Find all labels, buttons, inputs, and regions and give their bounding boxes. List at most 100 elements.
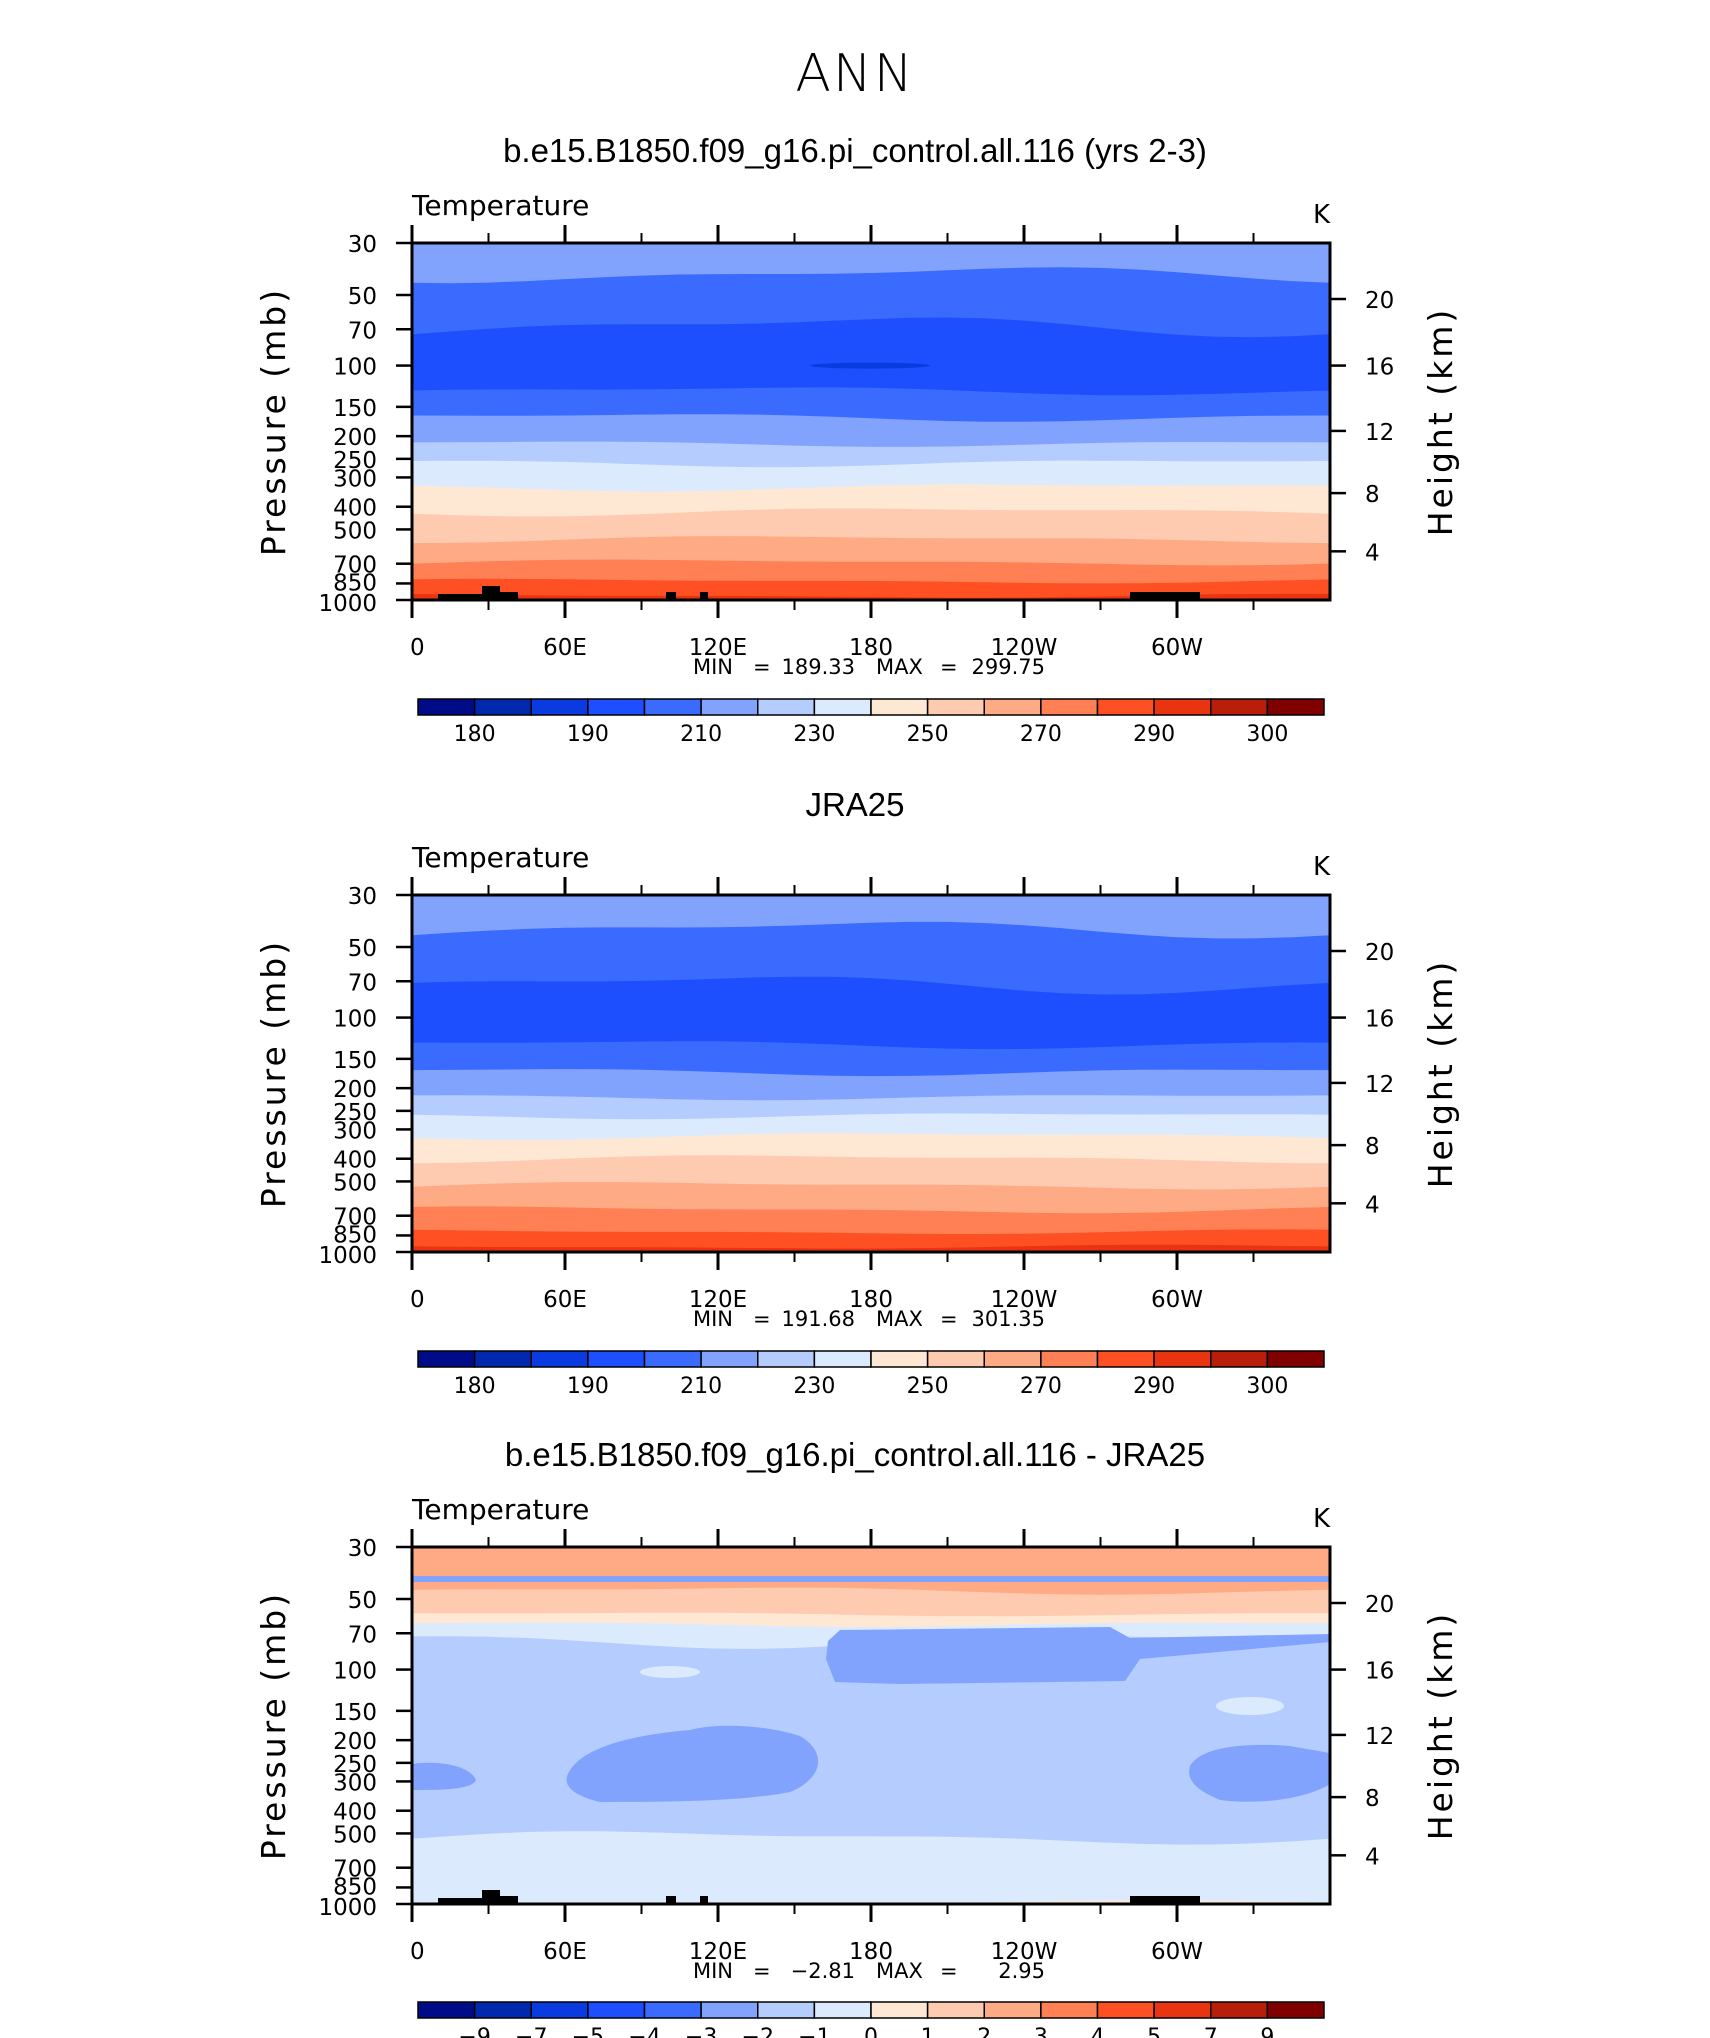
- colorbar-swatch: [983, 2001, 1042, 2019]
- variable-label: Temperature: [411, 1493, 589, 1526]
- colorbar-swatch: [473, 2001, 532, 2019]
- panel-1-title: b.e15.B1850.f09_g16.pi_control.all.116 (…: [503, 132, 1207, 169]
- contour-band: [412, 593, 1330, 600]
- units-label: K: [1313, 1504, 1331, 1534]
- colorbar-swatch: [587, 698, 646, 716]
- colorbar-swatch: [757, 1350, 816, 1368]
- colorbar-swatch: [700, 2001, 759, 2019]
- y2-tick-label: 8: [1365, 1134, 1380, 1160]
- stat-max-equals: =: [940, 1307, 958, 1331]
- y-tick-label: 250: [333, 1100, 377, 1126]
- stat-min-label: MIN: [693, 1307, 733, 1331]
- topography: [500, 592, 518, 600]
- contour-patch: [640, 1666, 700, 1678]
- y-tick-label: 250: [333, 448, 377, 474]
- stat-max-value: 2.95: [998, 1959, 1045, 1983]
- y-tick-label: 30: [348, 232, 377, 258]
- colorbar-swatch: [700, 698, 759, 716]
- y-tick-label: 150: [333, 396, 377, 422]
- colorbar-swatch: [757, 698, 816, 716]
- y-tick-label: 100: [333, 1007, 377, 1033]
- stat-min-equals: =: [753, 1307, 771, 1331]
- y-tick-label: 500: [333, 1170, 377, 1196]
- colorbar-swatch: [813, 1350, 872, 1368]
- colorbar-label: 300: [1246, 1374, 1288, 1399]
- y-tick-label: 700: [333, 1857, 377, 1883]
- colorbar-swatch: [926, 1350, 985, 1368]
- colorbar-swatch: [813, 2001, 872, 2019]
- colorbar-swatch: [643, 698, 702, 716]
- y-tick-label: 300: [333, 1770, 377, 1796]
- y-tick-label: 700: [333, 1205, 377, 1231]
- colorbar-swatch: [473, 1350, 532, 1368]
- x-tick-label: 120E: [689, 635, 747, 661]
- stat-min-value: −2.81: [791, 1959, 855, 1983]
- y-tick-label: 1000: [318, 591, 377, 617]
- y-tick-label: 500: [333, 1822, 377, 1848]
- stat-min-label: MIN: [693, 1959, 733, 1983]
- colorbar-swatch: [1266, 2001, 1325, 2019]
- colorbar-label: 190: [567, 722, 609, 747]
- y-tick-label: 850: [333, 1222, 377, 1248]
- y2-tick-label: 4: [1365, 1844, 1380, 1870]
- stat-min-value: 191.68: [782, 1307, 855, 1331]
- colorbar-swatch: [1153, 698, 1212, 716]
- colorbar-label: 2: [977, 2025, 991, 2038]
- stat-max-label: MAX: [876, 655, 923, 679]
- y2-tick-label: 12: [1365, 420, 1394, 446]
- y-tick-label: 850: [333, 570, 377, 596]
- colorbar-label: −7: [515, 2025, 547, 2038]
- colorbar-swatch: [1096, 1350, 1155, 1368]
- x-tick-label: 60E: [543, 1939, 587, 1965]
- y2-axis-label: Height (km): [1421, 1611, 1460, 1841]
- y-tick-label: 500: [333, 518, 377, 544]
- y2-tick-label: 8: [1365, 1786, 1380, 1812]
- topography: [666, 592, 676, 600]
- stat-min-equals: =: [753, 1959, 771, 1983]
- units-label: K: [1313, 852, 1331, 882]
- topography: [700, 592, 708, 600]
- contour-patch: [1216, 1697, 1284, 1715]
- topography: [666, 1896, 676, 1904]
- variable-label: Temperature: [411, 189, 589, 222]
- contour-blob: [412, 1762, 476, 1790]
- colorbar-swatch: [813, 698, 872, 716]
- colorbar-swatch: [417, 698, 476, 716]
- colorbar-label: 7: [1204, 2025, 1218, 2038]
- colorbar-label: 290: [1133, 722, 1175, 747]
- y-tick-label: 200: [333, 1077, 377, 1103]
- colorbar-swatch: [1210, 698, 1269, 716]
- colorbar-swatch: [643, 1350, 702, 1368]
- colorbar-swatch: [1040, 2001, 1099, 2019]
- contour-band: [412, 1244, 1330, 1252]
- y-tick-label: 1000: [318, 1243, 377, 1269]
- colorbar-label: 270: [1020, 722, 1062, 747]
- colorbar-swatch: [417, 2001, 476, 2019]
- colorbar-label: 5: [1147, 2025, 1161, 2038]
- y-tick-label: 200: [333, 425, 377, 451]
- colorbar-label: 9: [1260, 2025, 1274, 2038]
- contour-blob: [566, 1725, 819, 1802]
- colorbar-swatch: [1153, 2001, 1212, 2019]
- x-tick-label: 60W: [1151, 1939, 1203, 1965]
- contour-blob: [1189, 1744, 1330, 1802]
- y-tick-label: 70: [348, 318, 377, 344]
- panel-3-chart: 0 60E 120E 180 120W 60W3050701001502002503004…: [254, 1493, 1460, 2038]
- x-tick-label: 120E: [689, 1287, 747, 1313]
- x-tick-label: 60E: [543, 1287, 587, 1313]
- y-tick-label: 100: [333, 355, 377, 381]
- contour-strip: [412, 1576, 1330, 1582]
- contour-field: [412, 895, 1330, 1252]
- y2-tick-label: 16: [1365, 1007, 1394, 1033]
- y2-tick-label: 16: [1365, 355, 1394, 381]
- x-tick-label: 60W: [1151, 635, 1203, 661]
- topography: [1130, 1896, 1200, 1904]
- contour-minimum: [810, 362, 930, 369]
- stat-max-equals: =: [940, 655, 958, 679]
- topography: [438, 1898, 490, 1904]
- stat-max-equals: =: [940, 1959, 958, 1983]
- contour-band: [412, 578, 1330, 600]
- colorbar-swatch: [870, 2001, 929, 2019]
- colorbar-swatch: [530, 1350, 589, 1368]
- colorbar-label: 180: [454, 722, 496, 747]
